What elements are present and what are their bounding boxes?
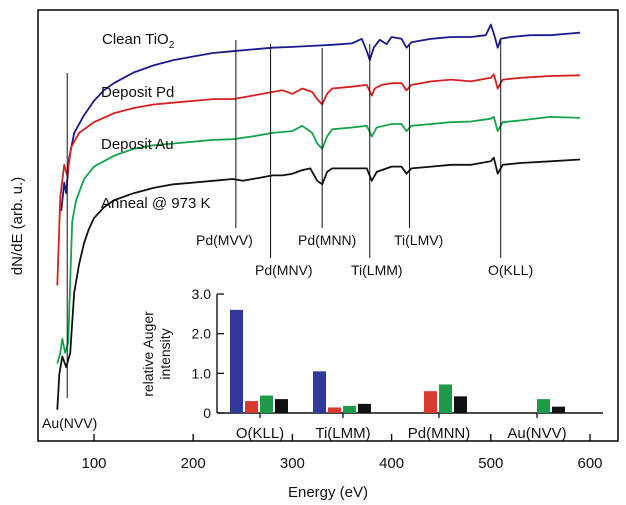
- inset-bar-2-3: [454, 396, 467, 413]
- inset-bar-0-3: [275, 399, 288, 413]
- inset-bar-3-3: [552, 406, 565, 413]
- inset-bar-1-3: [358, 403, 371, 413]
- series-label-clean: Clean TiO2: [102, 31, 175, 51]
- x-axis-title: Energy (eV): [288, 484, 368, 501]
- inset-bar-0-1: [245, 401, 258, 413]
- inset-y-tick-label-0: 0: [203, 405, 211, 421]
- inset-y-tick-label-2: 2.0: [192, 326, 212, 342]
- series-label-pd: Deposit Pd: [101, 84, 174, 101]
- inset-category-label-0: O(KLL): [236, 425, 284, 442]
- inset-bar-chart: relative Auger intensity 0 1.0 2.0 3.0 O(KL…: [140, 286, 603, 442]
- inset-bar-group: [230, 309, 565, 413]
- inset-category-group: O(KLL) Ti(LMM) Pd(MNN) Au(NVV): [236, 413, 567, 442]
- y-axis-title: dN/dE (arb. u.): [9, 177, 26, 275]
- inset-category-label-2: Pd(MNN): [408, 425, 471, 442]
- inset-y-tick-label-3: 3.0: [192, 286, 212, 302]
- main-plot-frame: [37, 9, 619, 442]
- x-tick-label-0: 100: [81, 455, 106, 472]
- x-tick-label-3: 400: [379, 455, 404, 472]
- series-label-au: Deposit Au: [101, 136, 174, 153]
- annotation-label-0: Au(NVV): [42, 415, 97, 431]
- annotation-label-4: Ti(LMM): [351, 262, 403, 278]
- x-tick-label-5: 600: [577, 455, 602, 472]
- x-tick-label-2: 300: [280, 455, 305, 472]
- series-line-3: [56, 156, 581, 410]
- inset-bar-2-2: [439, 384, 452, 413]
- inset-bar-2-1: [424, 391, 437, 413]
- inset-bar-1-0: [313, 371, 326, 413]
- inset-category-label-1: Ti(LMM): [315, 425, 370, 442]
- inset-category-label-3: Au(NVV): [507, 425, 566, 442]
- annotation-label-5: Ti(LMV): [394, 232, 443, 248]
- inset-y-title-line2: intensity: [157, 328, 173, 379]
- annotation-label-6: O(KLL): [488, 262, 533, 278]
- inset-bar-0-2: [260, 395, 273, 413]
- x-tick-label-1: 200: [181, 455, 206, 472]
- inset-bar-3-2: [537, 399, 550, 413]
- annotation-label-3: Pd(MNN): [298, 232, 356, 248]
- series-line-0: [60, 23, 581, 211]
- main-series-group: [56, 23, 581, 410]
- x-tick-group: 100 200 300 400 500 600: [81, 434, 603, 472]
- x-tick-label-4: 500: [478, 455, 503, 472]
- inset-bar-1-2: [343, 405, 356, 413]
- inset-bar-0-0: [230, 309, 243, 413]
- inset-y-tick-label-1: 1.0: [192, 365, 212, 381]
- inset-bar-1-1: [328, 407, 341, 413]
- series-line-1: [56, 73, 581, 286]
- annotation-group: Au(NVV) Pd(MVV)Pd(MNV) Pd(MNN) Ti(LMM) Ti(LM…: [42, 40, 533, 431]
- series-label-anneal: Anneal @ 973 K: [101, 195, 210, 212]
- annotation-label-1: Pd(MVV): [196, 232, 253, 248]
- annotation-label-2: Pd(MNV): [255, 262, 313, 278]
- inset-y-tick-group: 0 1.0 2.0 3.0: [192, 286, 224, 421]
- inset-y-title-line1: relative Auger: [140, 311, 156, 397]
- series-line-2: [56, 116, 581, 364]
